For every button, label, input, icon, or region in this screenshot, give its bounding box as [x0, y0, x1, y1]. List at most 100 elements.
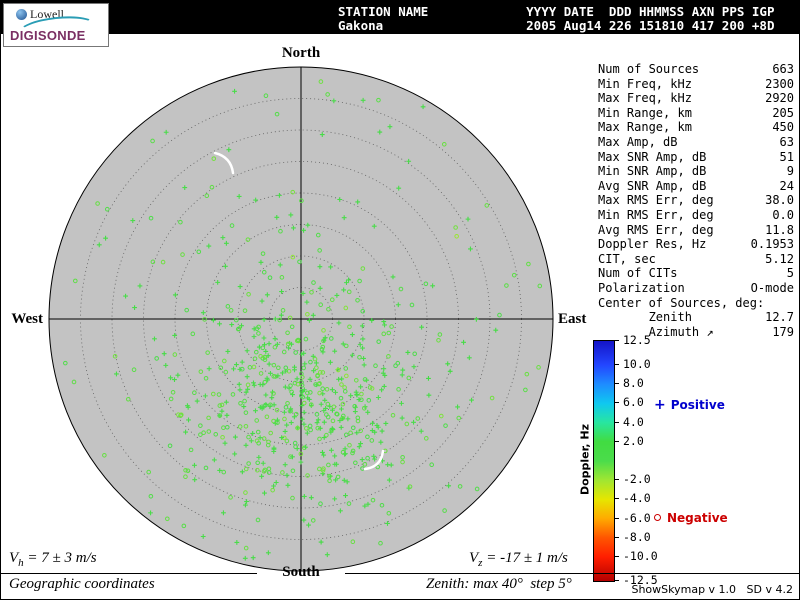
source-point-positive	[257, 435, 263, 441]
source-point-negative	[258, 354, 263, 359]
colorbar-tick-label: -6.0	[623, 510, 651, 525]
source-point-negative	[270, 487, 275, 493]
source-point-positive	[282, 462, 288, 468]
source-point-negative	[210, 391, 216, 397]
source-point-negative	[221, 358, 227, 364]
stat-label: Avg SNR Amp, dB	[598, 178, 707, 193]
source-point-negative	[198, 369, 204, 374]
source-point-negative	[112, 353, 118, 359]
source-point-positive	[260, 382, 266, 388]
source-point-positive	[236, 381, 242, 387]
stat-value: 9	[786, 164, 794, 179]
source-point-positive	[374, 423, 380, 428]
source-point-positive	[455, 404, 460, 410]
source-point-positive	[493, 327, 499, 333]
negative-marker-icon	[654, 514, 661, 521]
source-point-negative	[310, 518, 316, 523]
source-point-negative	[242, 308, 248, 313]
source-point-negative	[282, 416, 287, 422]
source-point-negative	[362, 462, 368, 467]
source-point-negative	[314, 365, 319, 370]
source-point-negative	[216, 392, 222, 397]
source-point-negative	[317, 466, 322, 472]
source-point-negative	[183, 474, 188, 480]
zenith-range-caption: Zenith: max 40° step 5°	[426, 576, 572, 592]
source-point-negative	[536, 365, 541, 370]
source-point-negative	[290, 254, 296, 260]
source-point-negative	[366, 398, 372, 403]
source-point-negative	[305, 390, 310, 396]
colorbar-tick-label: 6.0	[623, 395, 644, 410]
source-point-positive	[224, 412, 230, 418]
source-point-positive	[217, 321, 222, 327]
source-point-positive	[200, 310, 206, 316]
stat-label: Max Amp, dB	[598, 134, 678, 149]
stat-row: Center of Sources, deg:	[598, 296, 794, 311]
source-point-negative	[321, 328, 326, 333]
source-point-positive	[282, 429, 288, 434]
source-point-positive	[314, 420, 320, 426]
source-point-positive	[360, 336, 366, 342]
source-point-negative	[390, 412, 396, 418]
stat-label: Max SNR Amp, dB	[598, 149, 707, 164]
source-point-negative	[398, 286, 404, 292]
source-point-negative	[457, 484, 463, 489]
source-point-positive	[175, 372, 181, 378]
source-point-negative	[318, 501, 323, 507]
source-point-negative	[203, 376, 209, 381]
stat-label: Center of Sources, deg:	[598, 295, 765, 310]
source-point-positive	[130, 218, 136, 223]
source-point-negative	[272, 344, 278, 350]
stat-value: 2300	[765, 76, 794, 91]
source-point-positive	[172, 377, 177, 383]
source-point-negative	[334, 411, 340, 417]
source-point-positive	[243, 502, 248, 508]
source-point-negative	[262, 354, 268, 360]
source-point-negative	[370, 497, 376, 503]
source-point-positive	[192, 477, 198, 483]
colorbar-tick-label: 4.0	[623, 414, 644, 429]
source-point-positive	[279, 435, 285, 441]
source-point-positive	[279, 289, 284, 294]
stat-value: 0.0	[772, 207, 794, 222]
stat-row: Polarization O-mode	[598, 281, 794, 296]
vertical-velocity-readout: Vz = -17 ± 1 m/s	[469, 550, 568, 569]
source-point-positive	[317, 285, 323, 291]
source-point-positive	[330, 387, 335, 393]
source-point-negative	[202, 317, 207, 322]
source-point-negative	[255, 517, 261, 523]
source-point-positive	[319, 132, 325, 137]
source-point-negative	[246, 434, 251, 440]
source-point-negative	[484, 203, 490, 208]
source-point-positive	[185, 403, 190, 409]
source-point-positive	[251, 380, 256, 386]
source-point-negative	[359, 391, 364, 397]
source-point-positive	[322, 335, 328, 341]
source-point-positive	[232, 434, 238, 440]
source-point-negative	[320, 344, 326, 350]
source-point-negative	[346, 289, 352, 295]
source-point-negative	[180, 252, 185, 257]
source-point-positive	[304, 299, 310, 305]
stat-value: 450	[772, 120, 794, 135]
source-point-positive	[244, 374, 250, 380]
source-point-positive	[259, 406, 265, 411]
source-point-negative	[276, 365, 281, 371]
stat-label: Zenith	[598, 310, 692, 325]
stat-row: Min RMS Err, deg 0.0	[598, 208, 794, 223]
source-point-positive	[183, 429, 188, 435]
source-point-positive	[284, 422, 290, 428]
source-point-positive	[223, 399, 229, 405]
source-point-positive	[406, 158, 412, 164]
colorbar-tick	[615, 556, 619, 557]
source-point-negative	[167, 443, 173, 449]
source-point-negative	[260, 251, 266, 256]
source-point-negative	[396, 387, 401, 392]
source-point-positive	[357, 342, 363, 348]
source-point-positive	[343, 493, 348, 498]
source-point-positive	[446, 483, 452, 489]
source-point-positive	[244, 348, 250, 354]
stat-label: Doppler Res, Hz	[598, 237, 707, 252]
stat-row: Doppler Res, Hz 0.1953	[598, 237, 794, 252]
source-point-positive	[381, 319, 387, 324]
